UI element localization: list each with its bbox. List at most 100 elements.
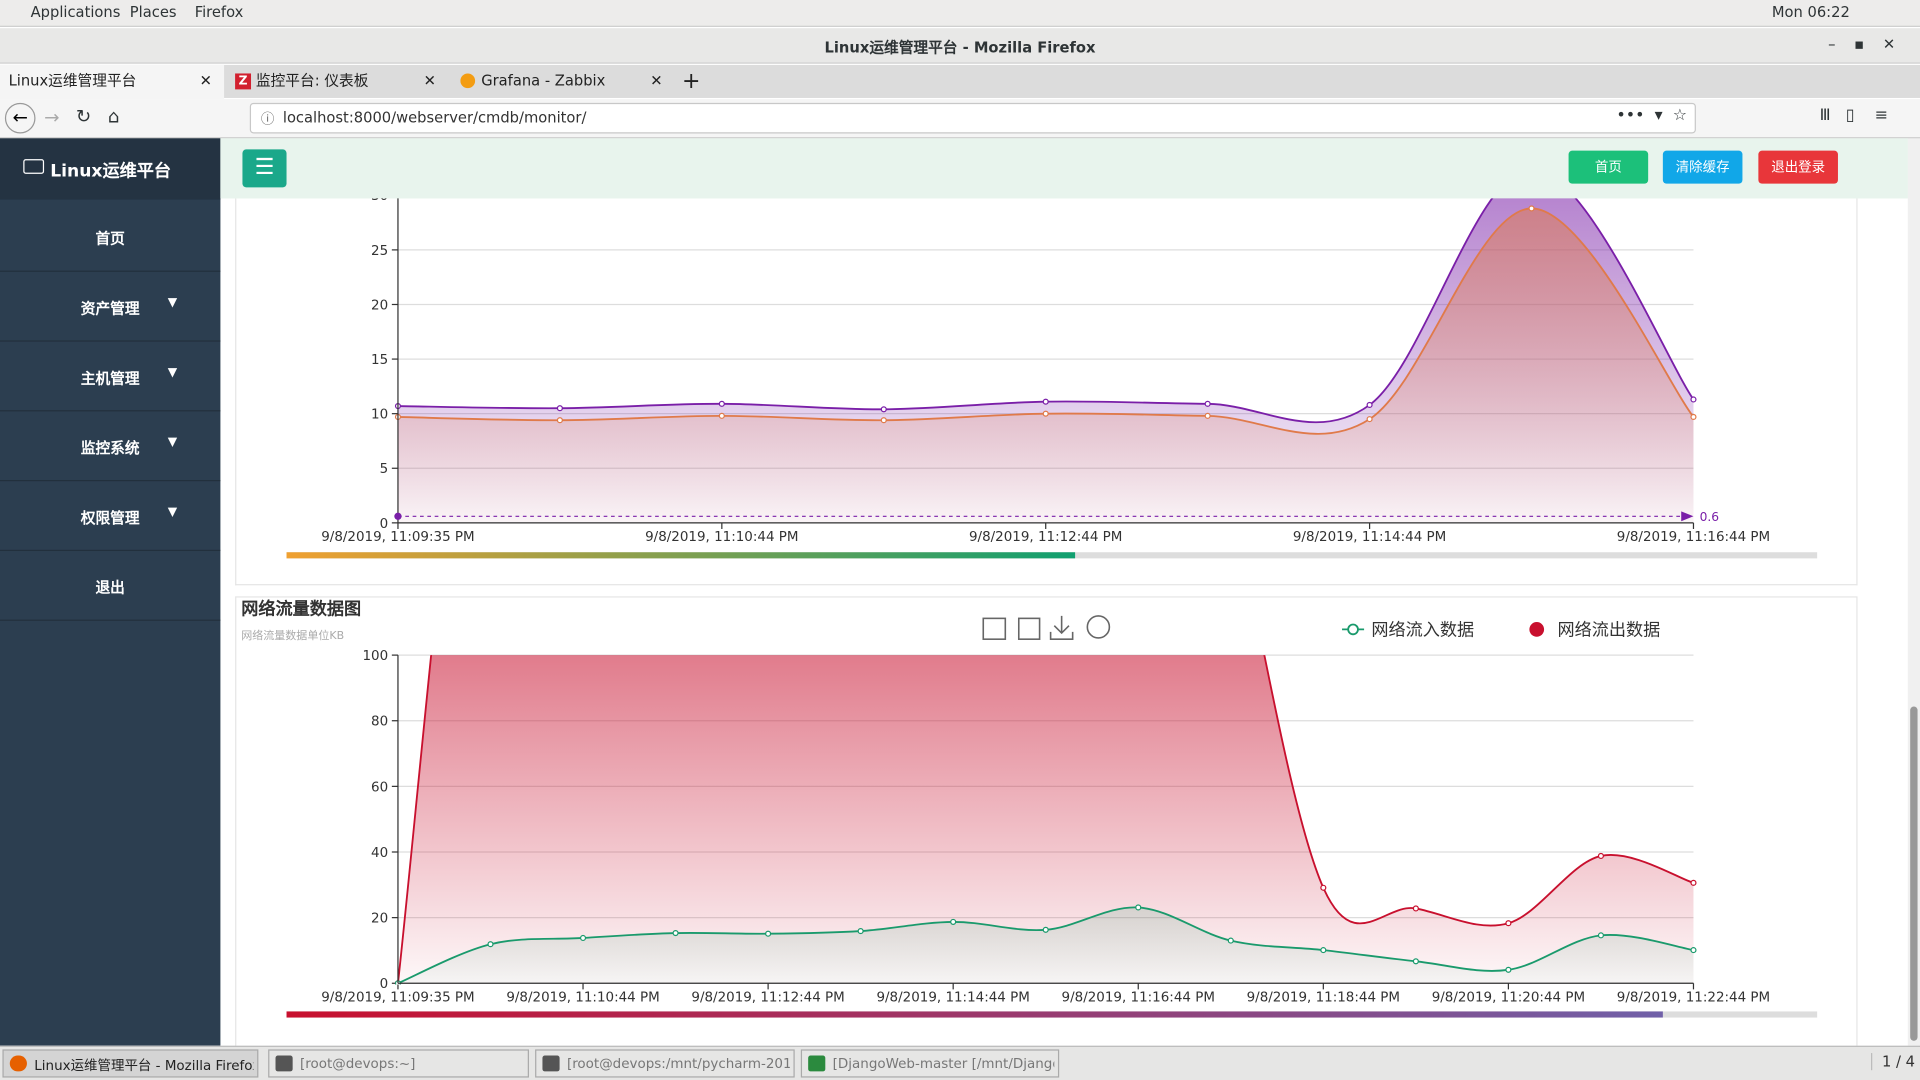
- clear-cache-button[interactable]: 清除缓存: [1662, 150, 1743, 184]
- task-item[interactable]: [2, 1049, 259, 1078]
- point: [1042, 398, 1049, 405]
- task-item[interactable]: [268, 1049, 529, 1078]
- task-label[interactable]: Linux运维管理平台 - Mozilla Firefox: [34, 1057, 254, 1074]
- point: [1366, 416, 1373, 423]
- toggle-button[interactable]: ☰: [242, 149, 287, 188]
- legend-label[interactable]: 网络流入数据: [1371, 621, 1474, 641]
- dropdown-caret[interactable]: ▼: [167, 505, 178, 520]
- point: [1597, 852, 1604, 859]
- reload-button[interactable]: ↻: [75, 105, 92, 128]
- x-tick-label: 9/8/2019, 11:20:44 PM: [1432, 991, 1585, 1006]
- logout-button[interactable]: 退出登录: [1758, 150, 1838, 184]
- x-tick-label: 9/8/2019, 11:10:44 PM: [645, 530, 798, 545]
- tab-close[interactable]: ✕: [199, 72, 212, 90]
- new-tab[interactable]: +: [682, 68, 701, 95]
- task-label[interactable]: [root@devops:/mnt/pycharm-2019....: [566, 1055, 790, 1072]
- menu-label[interactable]: 首页: [95, 230, 125, 248]
- y-tick-label: 20: [371, 912, 388, 927]
- area: [397, 208, 1694, 523]
- markline-arrow: [1681, 511, 1694, 522]
- workspace[interactable]: 1 / 4: [1871, 1053, 1915, 1071]
- zoom-range[interactable]: [286, 552, 1076, 559]
- tab-active[interactable]: [0, 64, 225, 100]
- window-controls[interactable]: – ▪ ✕: [1828, 35, 1896, 53]
- point: [1412, 958, 1419, 965]
- toolbar-icons[interactable]: Ⅲ ▯ ≡: [1819, 106, 1889, 125]
- legend-swatch: [1347, 623, 1359, 636]
- point: [1690, 413, 1697, 421]
- menu-item[interactable]: [0, 482, 221, 552]
- menu-label[interactable]: 监控系统: [80, 439, 140, 457]
- y-tick-label: 0: [380, 977, 389, 992]
- markline-start: [394, 512, 402, 520]
- zoom-icon[interactable]: [982, 617, 1007, 640]
- point: [1505, 966, 1512, 973]
- point: [718, 400, 725, 407]
- point: [718, 412, 725, 419]
- page-actions[interactable]: ••• ▾ ☆: [1616, 106, 1688, 125]
- menu-label[interactable]: 主机管理: [80, 369, 140, 387]
- menu[interactable]: Places: [129, 3, 177, 21]
- save-icon[interactable]: [1049, 615, 1074, 640]
- zoom-range[interactable]: [286, 1011, 1663, 1018]
- task-item[interactable]: [800, 1049, 1060, 1078]
- menu-label[interactable]: 退出: [95, 579, 125, 597]
- forward-button[interactable]: →: [44, 106, 60, 129]
- dropdown-caret[interactable]: ▼: [167, 366, 178, 380]
- point: [579, 934, 587, 942]
- tab-label[interactable]: Grafana - Zabbix Server D: [481, 72, 606, 90]
- dropdown-caret[interactable]: ▼: [167, 296, 178, 310]
- brand[interactable]: Linux运维平台: [50, 161, 172, 182]
- url-bar[interactable]: [249, 102, 1696, 134]
- menu-label[interactable]: 权限管理: [80, 509, 140, 527]
- url-text[interactable]: localhost:8000/webserver/cmdb/monitor/: [282, 108, 587, 127]
- point: [1505, 920, 1512, 927]
- line: [397, 195, 1695, 424]
- point: [1042, 926, 1049, 933]
- back-button[interactable]: ←: [4, 102, 36, 134]
- refresh-icon[interactable]: [1086, 615, 1111, 639]
- restore-icon[interactable]: [1017, 617, 1041, 640]
- y-tick-label: 0: [380, 517, 389, 532]
- dropdown-caret[interactable]: ▼: [167, 435, 178, 450]
- menu-item[interactable]: [0, 552, 221, 621]
- tab-label[interactable]: Linux运维管理平台: [8, 72, 137, 90]
- home-button[interactable]: ⌂: [107, 105, 120, 128]
- scroll-thumb[interactable]: [1910, 706, 1918, 1041]
- y-tick-label: 60: [371, 780, 388, 795]
- x-tick-label: 9/8/2019, 11:09:35 PM: [321, 530, 474, 545]
- point: [1320, 947, 1327, 954]
- legend-label[interactable]: 网络流出数据: [1558, 621, 1661, 641]
- menu-item[interactable]: [0, 203, 221, 272]
- area: [397, 655, 1694, 984]
- point: [556, 417, 563, 424]
- point: [1227, 937, 1234, 944]
- menu[interactable]: Applications: [30, 3, 121, 21]
- task-item[interactable]: [535, 1049, 795, 1078]
- task-label[interactable]: [root@devops:~]: [300, 1055, 416, 1072]
- point: [1135, 904, 1142, 911]
- point: [1597, 932, 1604, 939]
- card: [235, 198, 1858, 586]
- menu-label[interactable]: 资产管理: [80, 300, 140, 318]
- tab-close[interactable]: ✕: [650, 72, 663, 90]
- tab-icon: Z: [235, 73, 252, 90]
- point: [1690, 879, 1697, 886]
- home-button[interactable]: 首页: [1568, 150, 1649, 184]
- tab-close[interactable]: ✕: [423, 72, 436, 90]
- point: [1320, 884, 1327, 891]
- toolbox[interactable]: [982, 615, 1111, 640]
- task-label[interactable]: [DjangoWeb-master [/mnt/DjangoW...: [832, 1055, 1055, 1072]
- brand-area: [0, 138, 221, 200]
- info-icon[interactable]: ⓘ: [260, 111, 275, 128]
- menu[interactable]: Firefox: [194, 3, 244, 21]
- point: [880, 417, 887, 424]
- task-icon: [9, 1055, 27, 1072]
- menu-item[interactable]: [0, 343, 221, 412]
- point: [488, 160, 493, 165]
- menu-item[interactable]: [0, 273, 221, 342]
- point: [556, 405, 563, 412]
- task-icon: [808, 1055, 826, 1072]
- tab-label[interactable]: 监控平台: 仪表板: [255, 72, 369, 90]
- menu-item[interactable]: [0, 413, 221, 482]
